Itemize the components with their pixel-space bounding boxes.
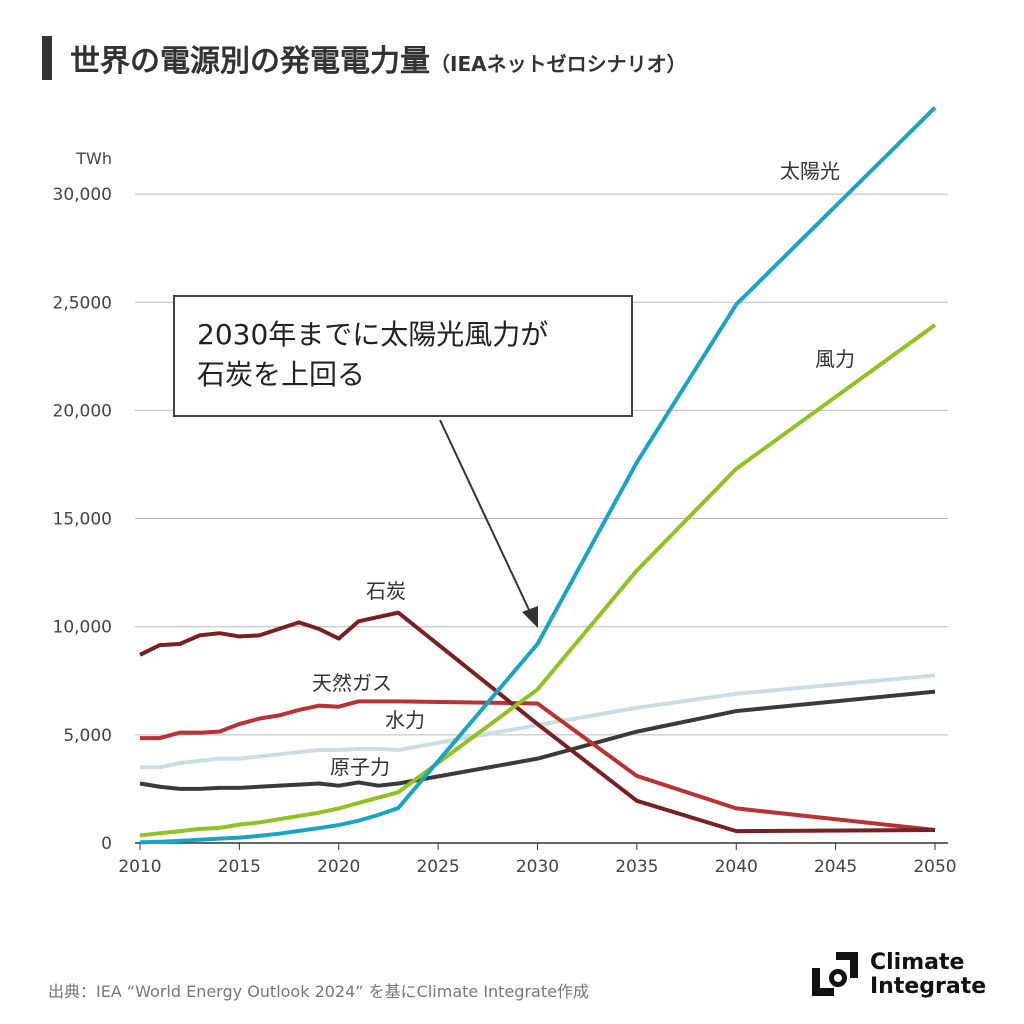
series-line-水力 xyxy=(140,673,936,770)
source-note: 出典：IEA “World Energy Outlook 2024” を基にCl… xyxy=(48,982,589,1001)
y-tick-label: 15,000 xyxy=(53,510,112,530)
subtitle: （IEAネットゼロシナリオ） xyxy=(430,52,687,76)
chart-title: 世界の電源別の発電電力量（IEAネットゼロシナリオ） xyxy=(70,36,687,80)
y-tick-label: 10,000 xyxy=(53,618,112,638)
x-tick-label: 2050 xyxy=(913,857,956,877)
series-label: 石炭 xyxy=(366,579,406,603)
x-tick-label: 2040 xyxy=(715,857,758,877)
x-tick-label: 2015 xyxy=(218,857,261,877)
y-tick-label: 0 xyxy=(101,834,112,854)
series-label: 水力 xyxy=(385,708,425,732)
x-tick-label: 2020 xyxy=(317,857,360,877)
x-tick-label: 2025 xyxy=(416,857,459,877)
series-label: 風力 xyxy=(815,347,855,371)
logo-text: Climate Integrate xyxy=(870,951,986,999)
y-tick-label: 2,5000 xyxy=(53,293,112,313)
callout-line-2: 石炭を上回る xyxy=(197,358,366,391)
series-line-天然ガス xyxy=(140,699,936,833)
title-bar xyxy=(42,36,52,80)
callout-box: 2030年までに太陽光風力が 石炭を上回る xyxy=(173,295,633,417)
series-label: 太陽光 xyxy=(780,159,840,183)
arrow-head xyxy=(522,606,538,628)
x-tick-label: 2045 xyxy=(814,857,857,877)
logo-mark xyxy=(812,952,858,996)
logo-line-1: Climate xyxy=(870,950,965,975)
y-axis-unit: TWh xyxy=(75,149,112,168)
callout-arrow xyxy=(439,419,531,613)
series-line-風力 xyxy=(139,323,937,838)
logo-line-2: Integrate xyxy=(870,974,987,999)
callout-line-1: 2030年までに太陽光風力が xyxy=(197,318,549,351)
series-line-原子力 xyxy=(139,689,936,791)
series-line-石炭 xyxy=(139,610,936,834)
title-text: 世界の電源別の発電電力量 xyxy=(70,44,430,79)
series-label: 原子力 xyxy=(330,755,390,779)
series-line-太陽光 xyxy=(139,106,937,845)
series-label: 天然ガス xyxy=(312,671,392,695)
y-tick-label: 5,000 xyxy=(63,726,112,746)
x-tick-label: 2010 xyxy=(118,857,161,877)
y-tick-label: 30,000 xyxy=(53,185,112,205)
x-tick-label: 2035 xyxy=(615,857,658,877)
x-tick-label: 2030 xyxy=(516,857,559,877)
y-tick-label: 20,000 xyxy=(53,401,112,421)
